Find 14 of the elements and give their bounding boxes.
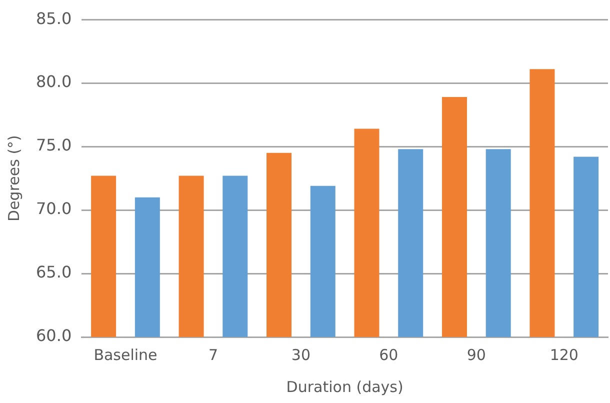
x-tick-label: 90 xyxy=(466,346,486,364)
x-tick-label: 7 xyxy=(208,346,218,364)
y-tick-label: 85.0 xyxy=(36,8,72,28)
y-tick-label: 60.0 xyxy=(36,326,72,346)
y-axis-title: Degrees (°) xyxy=(4,135,23,222)
y-tick-label: 75.0 xyxy=(36,136,72,155)
x-axis-title: Duration (days) xyxy=(286,378,404,396)
x-tick-label: 60 xyxy=(379,346,398,364)
x-tick-label: 120 xyxy=(550,346,578,364)
y-tick-label: 80.0 xyxy=(36,72,72,92)
y-tick-label: 65.0 xyxy=(36,262,72,282)
x-tick-label: Baseline xyxy=(94,346,158,364)
y-tick-label: 70.0 xyxy=(36,199,72,218)
x-tick-label: 30 xyxy=(291,346,310,364)
